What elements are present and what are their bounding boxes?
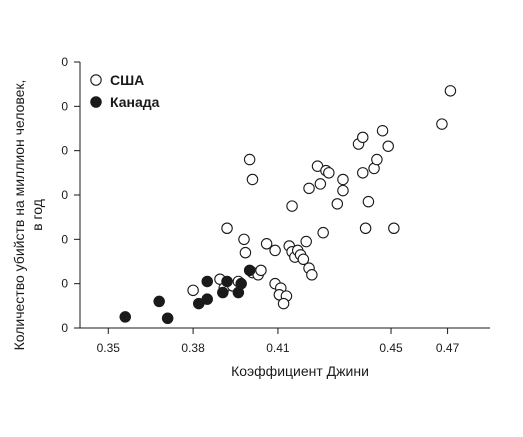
canada-data-point xyxy=(201,293,213,305)
usa-data-point xyxy=(331,198,344,210)
canada-data-point xyxy=(221,275,233,288)
usa-data-point xyxy=(382,140,394,152)
y-axis-ticks: 0 0 0 0 0 0 0 xyxy=(61,55,80,335)
usa-data-point xyxy=(362,195,375,208)
y-tick-label: 0 xyxy=(61,99,68,113)
usa-data-point xyxy=(221,222,233,235)
y-tick-label: 0 xyxy=(61,188,68,202)
usa-data-point xyxy=(388,222,400,235)
x-axis-ticks: 0.35 0.38 0.41 0.45 0.47 xyxy=(97,328,460,355)
canada-data-point xyxy=(235,277,247,290)
usa-data-point xyxy=(444,85,457,97)
canada-data-point xyxy=(161,312,174,324)
usa-data-point xyxy=(286,200,298,212)
usa-data-point xyxy=(269,244,281,257)
usa-data-point xyxy=(436,118,448,130)
usa-data-point xyxy=(357,131,369,144)
axis-titles: Коэффициент Джини Количество убийств на м… xyxy=(11,80,369,379)
usa-data-point xyxy=(371,153,383,166)
x-tick-label: 0.47 xyxy=(436,341,460,355)
usa-data-point xyxy=(314,178,327,190)
usa-data-point xyxy=(303,182,315,195)
legend-label: Канада xyxy=(110,94,160,110)
usa-data-point xyxy=(297,253,310,266)
legend-marker-usa xyxy=(90,74,102,86)
y-tick-label: 0 xyxy=(61,144,68,158)
y-axis-title-line: Количество убийств на миллион человек, xyxy=(11,80,27,351)
usa-data-point xyxy=(376,124,389,137)
legend: США Канада xyxy=(90,72,160,110)
canada-data-point xyxy=(201,275,213,288)
y-axis-title-line: в год xyxy=(29,199,45,231)
usa-data-point xyxy=(306,269,318,281)
x-tick-label: 0.41 xyxy=(266,341,290,355)
usa-data-point xyxy=(300,235,312,248)
usa-data-point xyxy=(337,173,349,186)
legend-label: США xyxy=(110,72,144,88)
x-axis-title: Коэффициент Джини xyxy=(231,363,369,379)
usa-data-point xyxy=(337,184,349,197)
y-tick-label: 0 xyxy=(61,232,68,246)
x-tick-label: 0.45 xyxy=(379,341,403,355)
usa-data-point xyxy=(359,222,372,235)
canada-data-point xyxy=(217,286,229,299)
usa-data-point xyxy=(323,167,335,179)
x-tick-label: 0.35 xyxy=(97,341,121,355)
usa-data-point xyxy=(277,297,290,310)
usa-data-point xyxy=(187,284,199,297)
usa-data-point xyxy=(317,226,329,239)
usa-data-point xyxy=(255,264,267,277)
usa-data-point xyxy=(260,238,273,250)
usa-data-point xyxy=(243,153,256,166)
canada-data-point xyxy=(119,311,131,323)
canada-data-point xyxy=(153,295,165,308)
y-tick-label: 0 xyxy=(61,55,68,69)
usa-data-point xyxy=(357,167,369,179)
data-points xyxy=(119,85,457,324)
y-tick-label: 0 xyxy=(61,277,68,291)
usa-data-point xyxy=(246,173,259,186)
canada-data-point xyxy=(243,264,256,277)
x-tick-label: 0.38 xyxy=(181,341,205,355)
y-tick-label: 0 xyxy=(61,321,68,335)
usa-data-point xyxy=(239,246,252,259)
legend-marker-canada xyxy=(90,96,102,108)
usa-data-point xyxy=(238,233,250,246)
